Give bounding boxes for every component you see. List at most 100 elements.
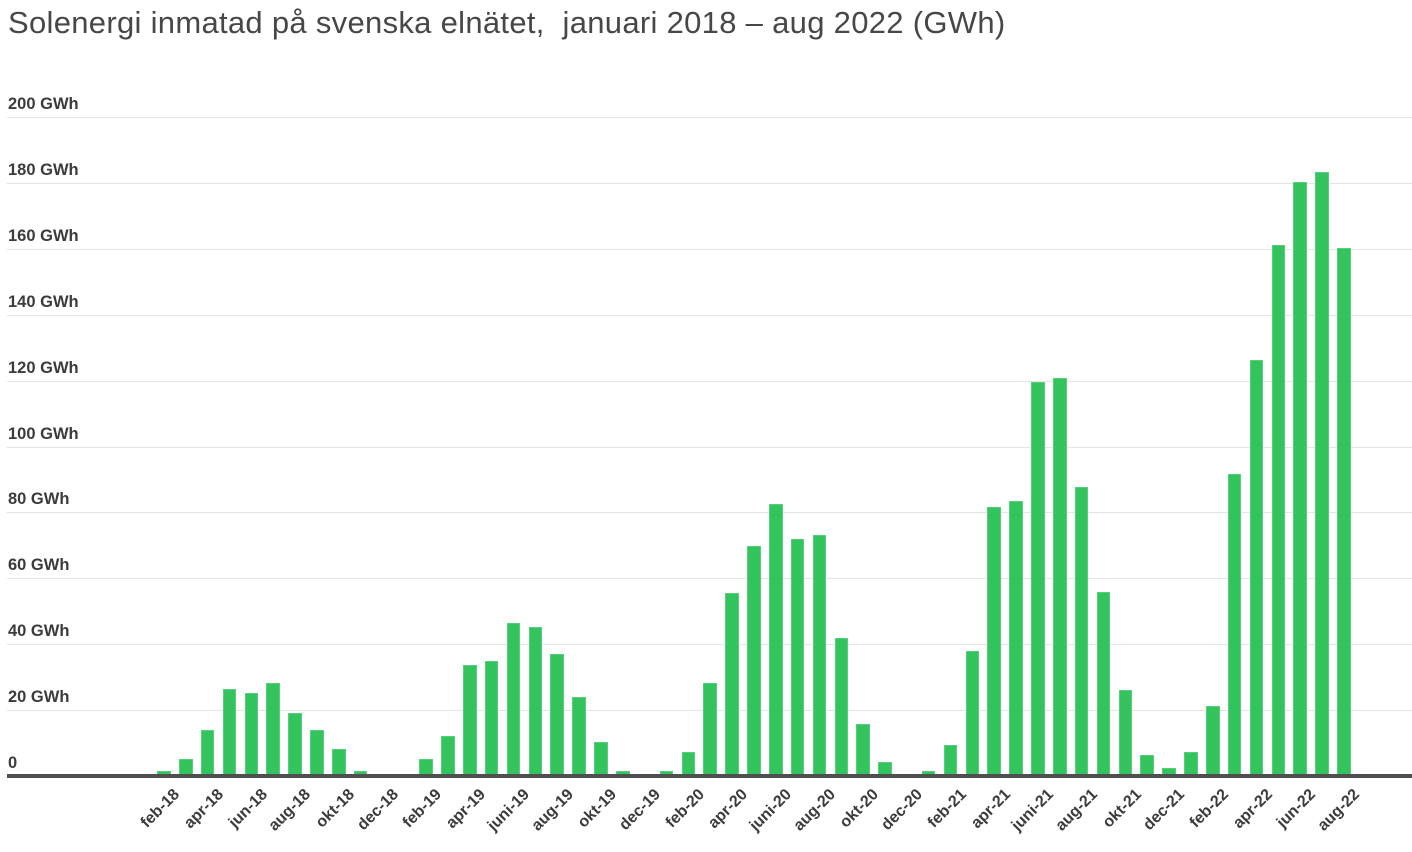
bar-jan-22 (1184, 751, 1198, 776)
y-gridline-160 (7, 248, 1412, 250)
x-tick-label-jun-19: juni-19 (484, 786, 533, 835)
x-tick-label-dec-21: dec-21 (1140, 786, 1189, 834)
bar-aug-20 (812, 535, 827, 776)
bar-maj-20 (747, 546, 761, 776)
bar-jul-22 (1315, 172, 1329, 776)
y-tick-label-160: 160 GWh (8, 226, 79, 245)
y-tick-label-60: 60 GWh (8, 556, 70, 575)
x-tick-label-feb-19: feb-19 (400, 786, 446, 832)
bar-dec-21 (1162, 768, 1176, 776)
x-tick-label-aug-21: aug-21 (1052, 786, 1101, 835)
bar-apr-22 (1249, 360, 1264, 776)
bar-mar-19 (441, 736, 455, 776)
bar-okt-19 (594, 741, 608, 776)
bar-mar-18 (179, 758, 193, 776)
y-tick-label-120: 120 GWh (8, 358, 79, 377)
x-tick-label-feb-18: feb-18 (137, 786, 184, 832)
x-tick-label-okt-21: okt-21 (1099, 786, 1145, 832)
x-axis-line (7, 774, 1412, 778)
bar-nov-18 (353, 771, 368, 776)
bar-mar-21 (965, 650, 980, 776)
bar-jul-21 (1053, 377, 1067, 776)
x-tick-label-feb-21: feb-21 (924, 786, 970, 832)
bar-aug-18 (288, 713, 302, 776)
y-gridline-100 (7, 446, 1412, 448)
y-gridline-80 (7, 512, 1412, 514)
bar-jun-22 (1293, 181, 1307, 776)
y-tick-label-0: 0 (8, 754, 18, 772)
x-tick-label-apr-19: apr-19 (443, 786, 490, 832)
bar-okt-21 (1118, 689, 1133, 776)
y-gridline-140 (7, 314, 1412, 316)
x-tick-label-aug-19: aug-19 (528, 786, 577, 835)
bar-jun-21 (1031, 381, 1045, 776)
bar-jul-18 (266, 682, 280, 776)
y-tick-label-100: 100 GWh (8, 424, 79, 443)
bar-aug-19 (550, 654, 565, 776)
chart-title: Solenergi inmatad på svenska elnätet, ja… (8, 5, 1006, 40)
x-tick-label-apr-20: apr-20 (705, 786, 752, 832)
x-tick-label-feb-22: feb-22 (1186, 786, 1233, 832)
bar-jun-19 (506, 623, 521, 776)
y-tick-label-80: 80 GWh (8, 490, 70, 509)
bar-apr-19 (463, 664, 477, 776)
bar-apr-18 (200, 730, 215, 776)
bar-maj-22 (1271, 244, 1286, 776)
x-tick-label-jun-22: jun-22 (1274, 786, 1320, 832)
y-gridline-200 (7, 117, 1412, 118)
bar-feb-22 (1205, 706, 1220, 776)
y-gridline-180 (7, 182, 1412, 184)
x-tick-label-okt-20: okt-20 (837, 786, 883, 832)
bar-jun-18 (244, 692, 259, 776)
x-tick-label-jun-20: juni-20 (746, 786, 796, 835)
bar-nov-20 (878, 761, 892, 776)
bar-sep-18 (310, 730, 324, 776)
bar-sep-20 (834, 637, 849, 776)
x-tick-label-dec-18: dec-18 (353, 786, 402, 834)
bar-aug-21 (1074, 487, 1089, 776)
x-tick-label-jun-21: juni-21 (1008, 786, 1058, 835)
bar-okt-20 (856, 723, 870, 776)
bar-nov-21 (1140, 754, 1154, 776)
y-tick-label-180: 180 GWh (8, 160, 79, 179)
y-tick-label-200: 200 GWh (8, 95, 79, 113)
y-gridline-40 (7, 644, 1412, 646)
bar-maj-19 (484, 661, 499, 776)
bar-maj-18 (222, 689, 237, 776)
bar-sep-19 (572, 696, 586, 776)
y-tick-label-40: 40 GWh (8, 622, 70, 641)
bar-feb-19 (419, 758, 433, 776)
bar-feb-20 (681, 751, 696, 776)
bar-mar-22 (1227, 473, 1242, 776)
x-tick-label-dec-20: dec-20 (878, 786, 927, 834)
bar-maj-21 (1009, 501, 1023, 776)
bar-aug-22 (1337, 247, 1351, 776)
bar-mar-20 (703, 683, 717, 776)
x-tick-label-apr-21: apr-21 (967, 786, 1014, 832)
x-tick-label-apr-22: apr-22 (1229, 786, 1276, 832)
bar-jan-21 (921, 771, 936, 776)
x-tick-label-dec-19: dec-19 (616, 786, 664, 834)
bar-apr-20 (725, 592, 739, 776)
bar-jan-20 (659, 770, 674, 776)
y-tick-label-20: 20 GWh (8, 688, 70, 707)
bar-feb-18 (157, 771, 171, 776)
bar-nov-19 (616, 771, 630, 776)
bar-jul-19 (528, 627, 543, 776)
x-tick-label-okt-18: okt-18 (312, 786, 359, 832)
y-gridline-120 (7, 380, 1412, 382)
x-tick-label-feb-20: feb-20 (662, 786, 708, 832)
bar-sep-21 (1096, 592, 1111, 776)
bar-jun-20 (768, 503, 783, 776)
x-tick-label-jun-18: jun-18 (225, 786, 271, 832)
y-gridline-60 (7, 578, 1412, 580)
bar-okt-18 (331, 748, 346, 776)
x-tick-label-aug-18: aug-18 (265, 786, 315, 835)
x-tick-label-aug-20: aug-20 (790, 786, 839, 835)
bar-apr-21 (987, 507, 1002, 776)
x-tick-label-okt-19: okt-19 (574, 786, 621, 832)
bar-feb-21 (943, 745, 958, 776)
x-tick-label-apr-18: apr-18 (180, 786, 227, 832)
x-tick-label-aug-22: aug-22 (1314, 786, 1364, 835)
